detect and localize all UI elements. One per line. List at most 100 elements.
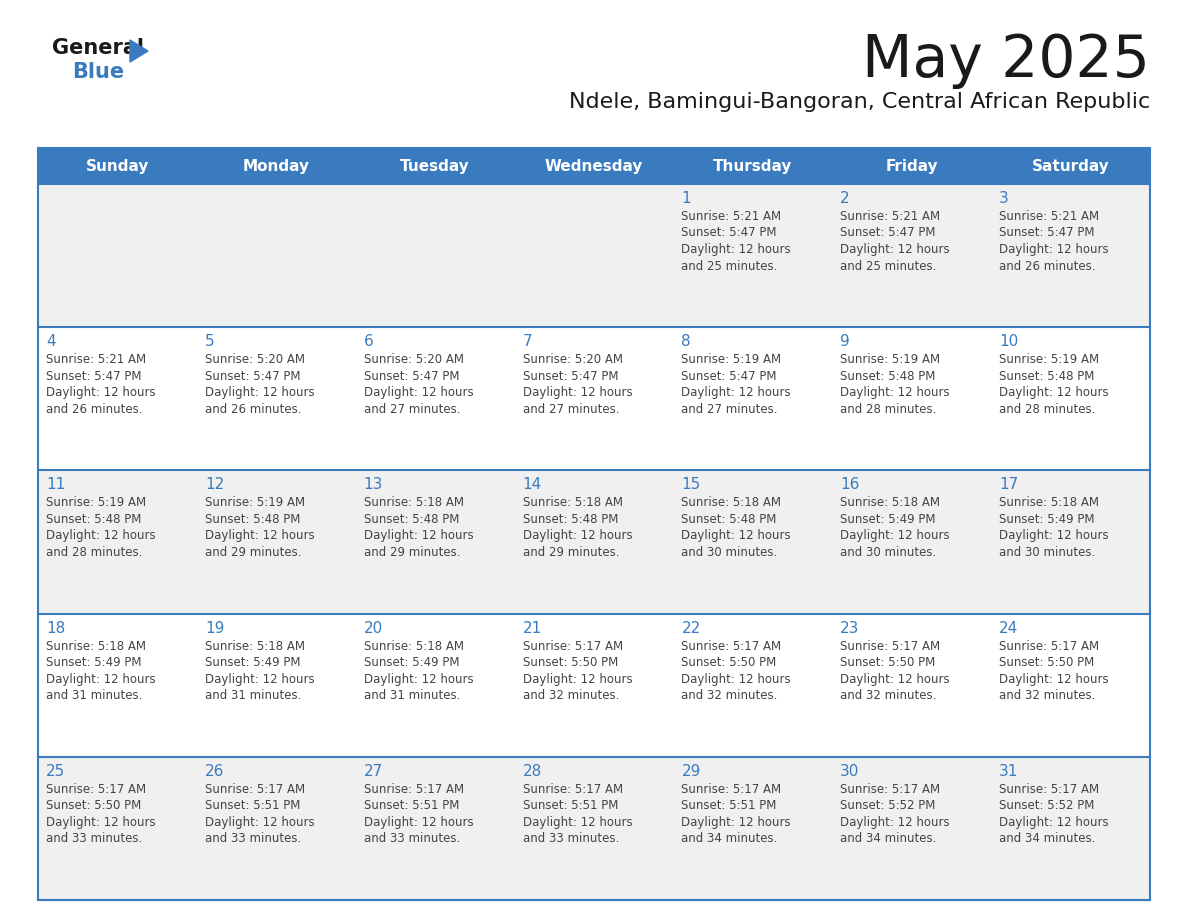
Text: Sunset: 5:47 PM: Sunset: 5:47 PM xyxy=(840,227,936,240)
Text: Sunrise: 5:17 AM: Sunrise: 5:17 AM xyxy=(999,783,1099,796)
Text: Sunrise: 5:17 AM: Sunrise: 5:17 AM xyxy=(46,783,146,796)
Text: and 25 minutes.: and 25 minutes. xyxy=(840,260,936,273)
Text: and 30 minutes.: and 30 minutes. xyxy=(840,546,936,559)
Text: Sunset: 5:52 PM: Sunset: 5:52 PM xyxy=(999,800,1094,812)
Text: Sunset: 5:50 PM: Sunset: 5:50 PM xyxy=(840,656,935,669)
Text: Sunset: 5:49 PM: Sunset: 5:49 PM xyxy=(46,656,141,669)
Text: Sunrise: 5:17 AM: Sunrise: 5:17 AM xyxy=(682,783,782,796)
Text: Sunset: 5:49 PM: Sunset: 5:49 PM xyxy=(364,656,460,669)
Text: and 26 minutes.: and 26 minutes. xyxy=(999,260,1095,273)
Bar xyxy=(38,756,1150,900)
Text: Daylight: 12 hours: Daylight: 12 hours xyxy=(364,673,473,686)
Text: Sunrise: 5:19 AM: Sunrise: 5:19 AM xyxy=(204,497,305,509)
Text: Sunrise: 5:20 AM: Sunrise: 5:20 AM xyxy=(204,353,305,366)
Text: and 33 minutes.: and 33 minutes. xyxy=(204,833,301,845)
Text: Sunset: 5:47 PM: Sunset: 5:47 PM xyxy=(682,370,777,383)
Text: Sunset: 5:48 PM: Sunset: 5:48 PM xyxy=(999,370,1094,383)
Text: 23: 23 xyxy=(840,621,860,635)
Text: Daylight: 12 hours: Daylight: 12 hours xyxy=(204,673,315,686)
Bar xyxy=(197,148,355,184)
Text: and 30 minutes.: and 30 minutes. xyxy=(682,546,778,559)
Text: 21: 21 xyxy=(523,621,542,635)
Text: Daylight: 12 hours: Daylight: 12 hours xyxy=(204,386,315,399)
Text: 22: 22 xyxy=(682,621,701,635)
Text: 9: 9 xyxy=(840,334,851,349)
Text: and 33 minutes.: and 33 minutes. xyxy=(364,833,460,845)
Text: Sunset: 5:51 PM: Sunset: 5:51 PM xyxy=(364,800,459,812)
Text: Daylight: 12 hours: Daylight: 12 hours xyxy=(840,530,950,543)
Text: Sunset: 5:47 PM: Sunset: 5:47 PM xyxy=(204,370,301,383)
Text: Daylight: 12 hours: Daylight: 12 hours xyxy=(46,673,156,686)
Text: Daylight: 12 hours: Daylight: 12 hours xyxy=(682,243,791,256)
Text: 18: 18 xyxy=(46,621,65,635)
Text: Sunrise: 5:17 AM: Sunrise: 5:17 AM xyxy=(999,640,1099,653)
Text: 26: 26 xyxy=(204,764,225,778)
Text: 2: 2 xyxy=(840,191,849,206)
Text: Daylight: 12 hours: Daylight: 12 hours xyxy=(999,386,1108,399)
Bar xyxy=(38,184,1150,327)
Text: Daylight: 12 hours: Daylight: 12 hours xyxy=(46,816,156,829)
Text: Daylight: 12 hours: Daylight: 12 hours xyxy=(999,243,1108,256)
Text: and 29 minutes.: and 29 minutes. xyxy=(523,546,619,559)
Text: and 31 minutes.: and 31 minutes. xyxy=(204,689,302,702)
Text: 4: 4 xyxy=(46,334,56,349)
Text: Daylight: 12 hours: Daylight: 12 hours xyxy=(523,386,632,399)
Bar xyxy=(38,148,1150,900)
Text: Daylight: 12 hours: Daylight: 12 hours xyxy=(682,386,791,399)
Text: Daylight: 12 hours: Daylight: 12 hours xyxy=(204,816,315,829)
Text: Daylight: 12 hours: Daylight: 12 hours xyxy=(364,530,473,543)
Text: Sunset: 5:49 PM: Sunset: 5:49 PM xyxy=(840,513,936,526)
Text: 6: 6 xyxy=(364,334,373,349)
Text: 14: 14 xyxy=(523,477,542,492)
Text: Sunset: 5:50 PM: Sunset: 5:50 PM xyxy=(999,656,1094,669)
Bar xyxy=(514,148,674,184)
Text: 24: 24 xyxy=(999,621,1018,635)
Bar xyxy=(38,470,1150,613)
Text: Daylight: 12 hours: Daylight: 12 hours xyxy=(46,386,156,399)
Text: Sunset: 5:47 PM: Sunset: 5:47 PM xyxy=(523,370,618,383)
Text: Sunrise: 5:19 AM: Sunrise: 5:19 AM xyxy=(999,353,1099,366)
Text: Sunset: 5:50 PM: Sunset: 5:50 PM xyxy=(523,656,618,669)
Text: Sunrise: 5:17 AM: Sunrise: 5:17 AM xyxy=(840,783,941,796)
Text: Monday: Monday xyxy=(242,159,310,174)
Text: 28: 28 xyxy=(523,764,542,778)
Text: May 2025: May 2025 xyxy=(862,32,1150,89)
Text: Daylight: 12 hours: Daylight: 12 hours xyxy=(682,816,791,829)
Text: 15: 15 xyxy=(682,477,701,492)
Text: Sunrise: 5:18 AM: Sunrise: 5:18 AM xyxy=(523,497,623,509)
Text: Sunrise: 5:17 AM: Sunrise: 5:17 AM xyxy=(364,783,463,796)
Text: 8: 8 xyxy=(682,334,691,349)
Text: Blue: Blue xyxy=(72,62,124,82)
Text: and 27 minutes.: and 27 minutes. xyxy=(364,403,460,416)
Text: Daylight: 12 hours: Daylight: 12 hours xyxy=(840,243,950,256)
Text: Sunrise: 5:18 AM: Sunrise: 5:18 AM xyxy=(682,497,782,509)
Text: Thursday: Thursday xyxy=(713,159,792,174)
Text: Sunrise: 5:17 AM: Sunrise: 5:17 AM xyxy=(523,640,623,653)
Text: Sunset: 5:52 PM: Sunset: 5:52 PM xyxy=(840,800,936,812)
Text: Daylight: 12 hours: Daylight: 12 hours xyxy=(523,673,632,686)
Text: 29: 29 xyxy=(682,764,701,778)
Text: and 32 minutes.: and 32 minutes. xyxy=(523,689,619,702)
Bar xyxy=(38,613,1150,756)
Text: 17: 17 xyxy=(999,477,1018,492)
Text: 20: 20 xyxy=(364,621,383,635)
Text: Sunset: 5:50 PM: Sunset: 5:50 PM xyxy=(46,800,141,812)
Text: Daylight: 12 hours: Daylight: 12 hours xyxy=(999,673,1108,686)
Text: 7: 7 xyxy=(523,334,532,349)
Text: and 25 minutes.: and 25 minutes. xyxy=(682,260,778,273)
Text: Sunday: Sunday xyxy=(86,159,150,174)
Text: Sunset: 5:51 PM: Sunset: 5:51 PM xyxy=(523,800,618,812)
Text: Sunrise: 5:18 AM: Sunrise: 5:18 AM xyxy=(840,497,940,509)
Text: Daylight: 12 hours: Daylight: 12 hours xyxy=(204,530,315,543)
Text: 31: 31 xyxy=(999,764,1018,778)
Text: Daylight: 12 hours: Daylight: 12 hours xyxy=(523,530,632,543)
Bar xyxy=(355,148,514,184)
Text: Sunset: 5:49 PM: Sunset: 5:49 PM xyxy=(204,656,301,669)
Text: Friday: Friday xyxy=(885,159,939,174)
Text: and 27 minutes.: and 27 minutes. xyxy=(682,403,778,416)
Text: Sunset: 5:48 PM: Sunset: 5:48 PM xyxy=(364,513,459,526)
Text: Sunset: 5:50 PM: Sunset: 5:50 PM xyxy=(682,656,777,669)
Text: Sunset: 5:48 PM: Sunset: 5:48 PM xyxy=(840,370,936,383)
Text: and 30 minutes.: and 30 minutes. xyxy=(999,546,1095,559)
Text: Daylight: 12 hours: Daylight: 12 hours xyxy=(682,673,791,686)
